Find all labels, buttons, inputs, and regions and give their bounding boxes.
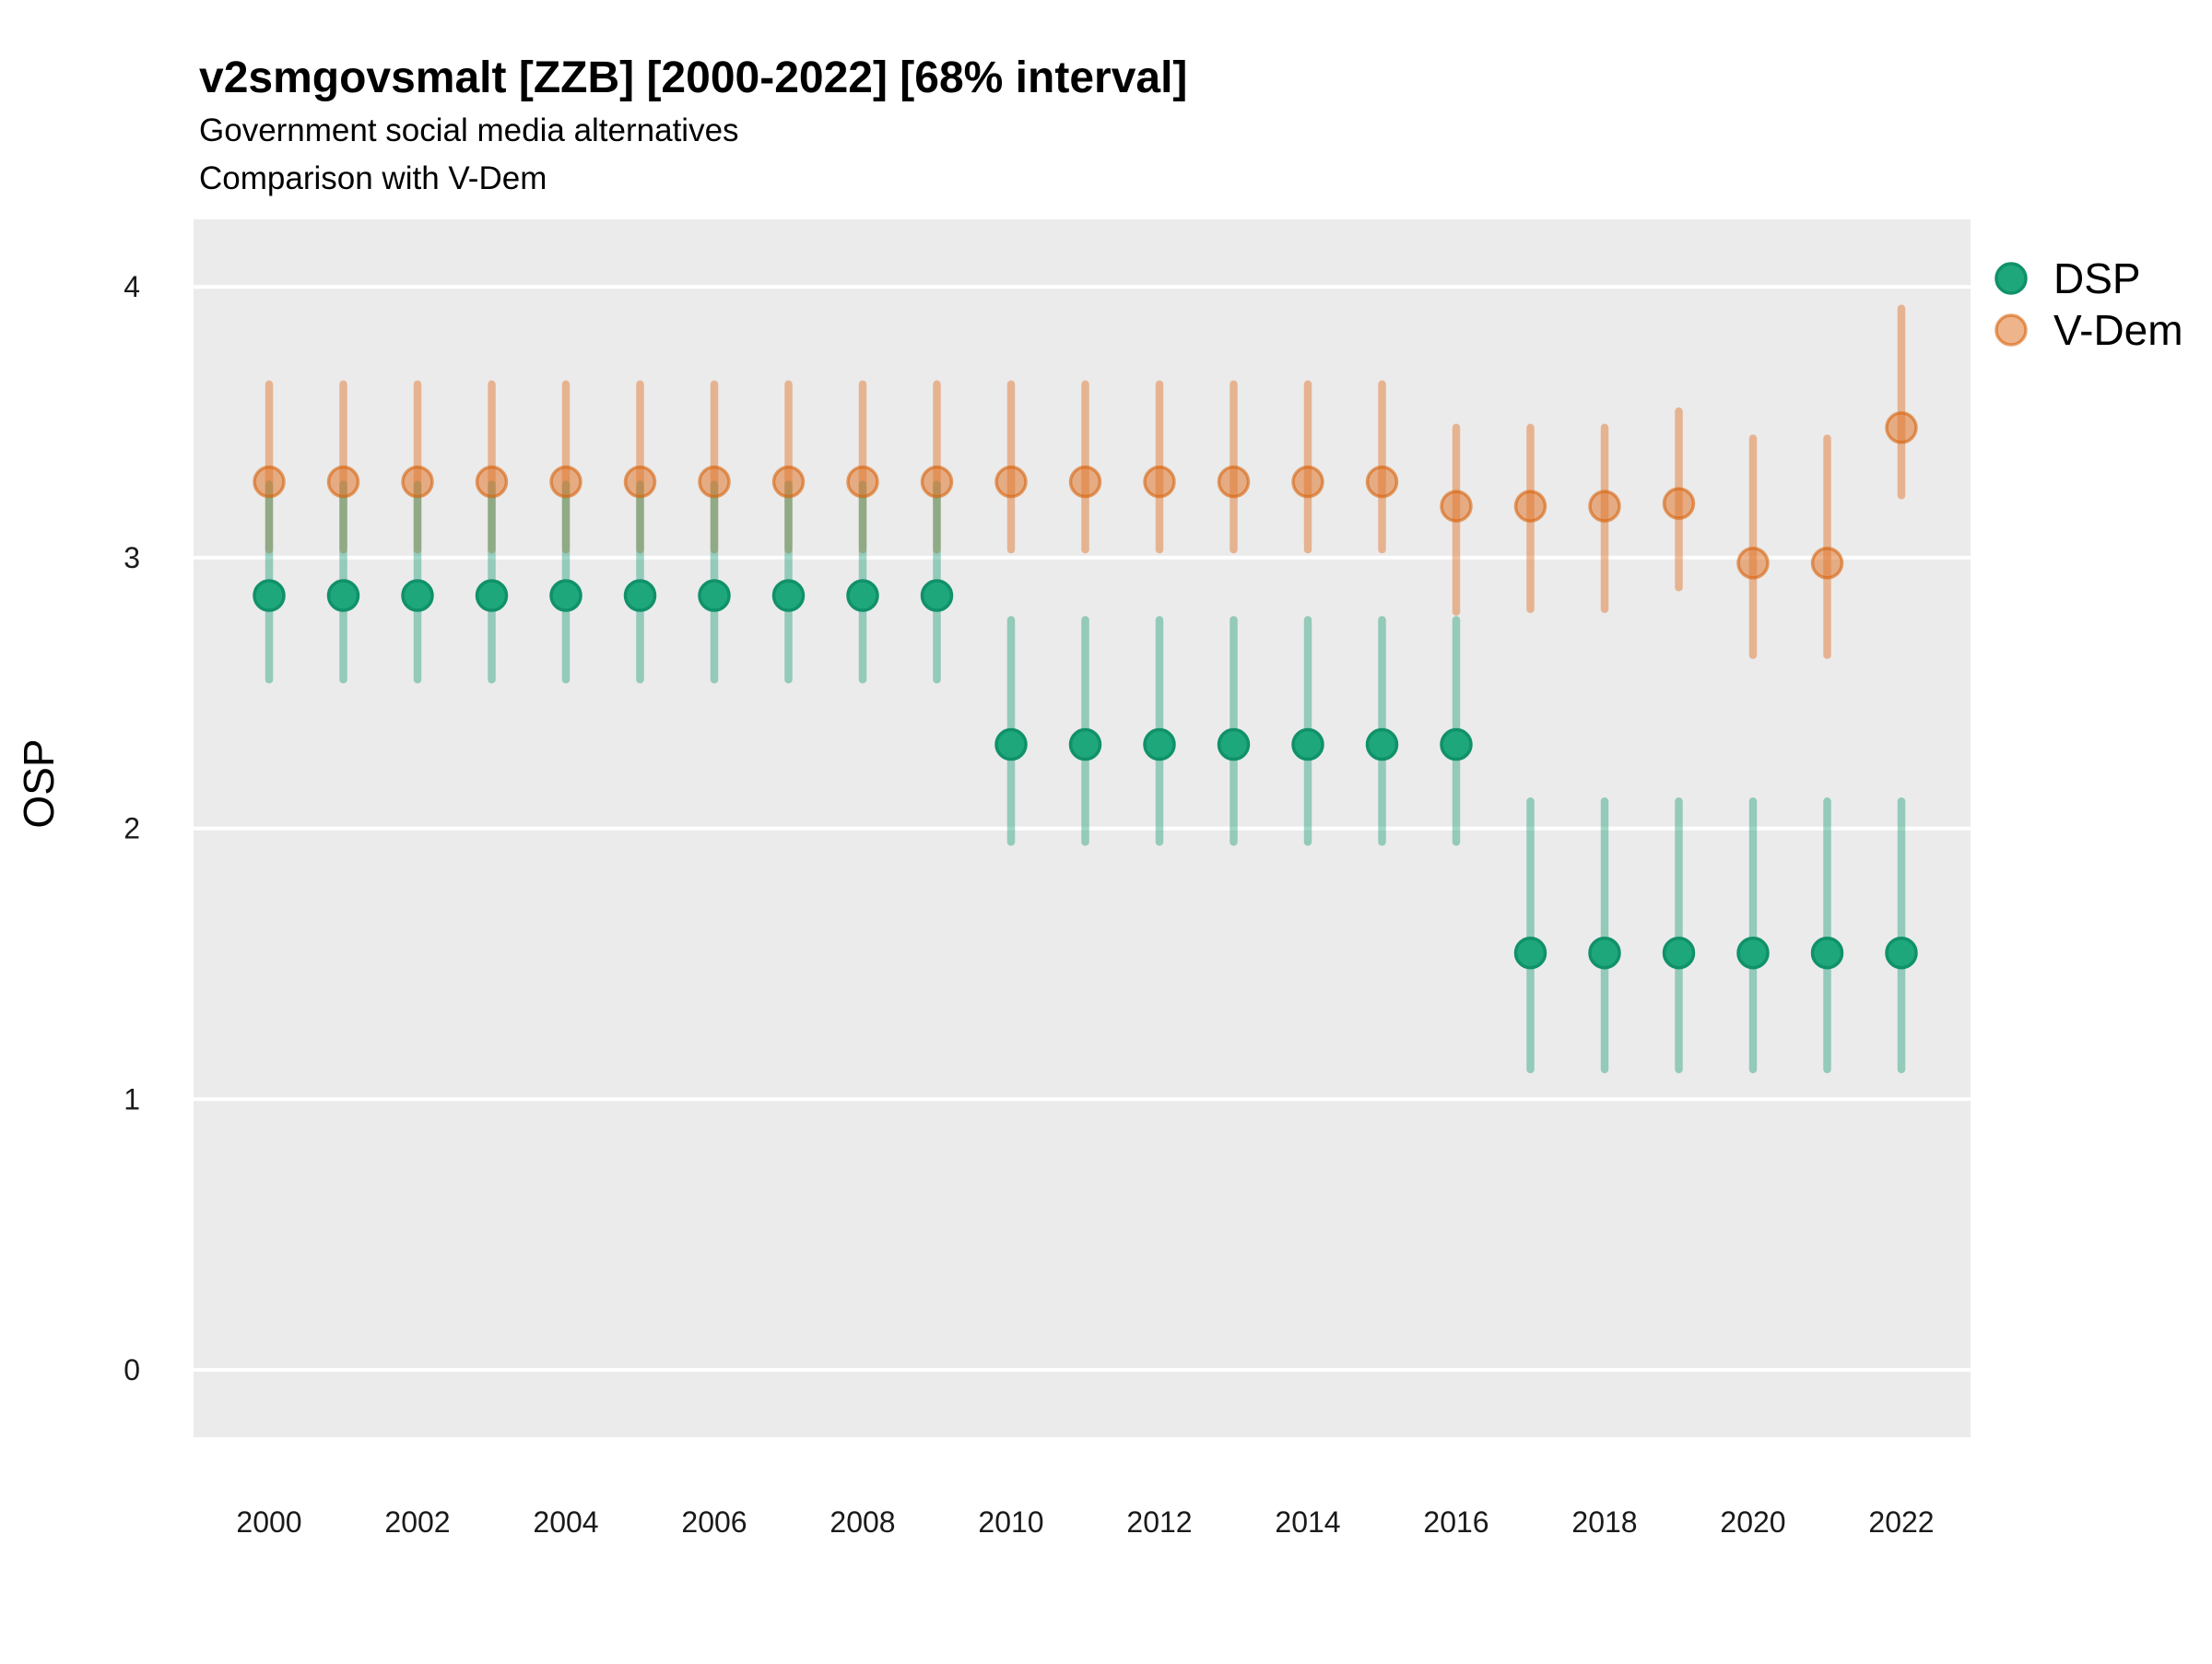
dsp-point-2006 xyxy=(698,579,731,612)
x-tick-label-2010: 2010 xyxy=(978,1505,1043,1539)
v-dem-point-2010 xyxy=(994,465,1028,499)
v-dem-point-2008 xyxy=(846,465,879,499)
x-tick-label-2020: 2020 xyxy=(1720,1505,1785,1539)
series-dsp-points xyxy=(253,579,1918,970)
legend: DSP V-Dem xyxy=(1994,254,2183,354)
y-axis-title: OSP xyxy=(15,738,63,828)
dsp-point-2010 xyxy=(994,727,1028,761)
x-tick-label-2008: 2008 xyxy=(830,1505,895,1539)
dsp-point-2021 xyxy=(1810,936,1844,970)
v-dem-point-2017 xyxy=(1513,490,1547,523)
legend-vdem-marker-icon xyxy=(1994,313,2028,347)
dsp-point-2017 xyxy=(1513,936,1547,970)
v-dem-point-2006 xyxy=(698,465,731,499)
dsp-point-2019 xyxy=(1662,936,1696,970)
x-tick-label-2004: 2004 xyxy=(533,1505,598,1539)
y-tick-label-0: 0 xyxy=(124,1353,140,1387)
v-dem-point-2009 xyxy=(920,465,954,499)
dsp-point-2018 xyxy=(1588,936,1621,970)
v-dem-point-2001 xyxy=(326,465,360,499)
x-tick-label-2018: 2018 xyxy=(1571,1505,1637,1539)
dsp-point-2002 xyxy=(401,579,434,612)
y-tick-label-1: 1 xyxy=(124,1082,140,1115)
dsp-point-2009 xyxy=(920,579,954,612)
legend-dsp-label: DSP xyxy=(2053,254,2141,302)
v-dem-point-2002 xyxy=(401,465,434,499)
x-tick-label-2014: 2014 xyxy=(1275,1505,1340,1539)
dsp-point-2011 xyxy=(1068,727,1102,761)
dsp-point-2005 xyxy=(623,579,657,612)
v-dem-point-2020 xyxy=(1736,547,1770,580)
x-axis-labels: 2000 2002 2004 2006 2008 2010 2012 2014 2016 2018… xyxy=(236,1505,1934,1539)
v-dem-point-2005 xyxy=(623,465,657,499)
v-dem-point-2011 xyxy=(1068,465,1102,499)
dsp-point-2008 xyxy=(846,579,879,612)
x-tick-label-2000: 2000 xyxy=(236,1505,301,1539)
v-dem-point-2012 xyxy=(1143,465,1176,499)
dsp-point-2001 xyxy=(326,579,360,612)
chart-subtitle-line2: Comparison with V-Dem xyxy=(199,160,547,196)
dsp-point-2014 xyxy=(1291,727,1324,761)
dsp-point-2022 xyxy=(1885,936,1918,970)
x-tick-label-2022: 2022 xyxy=(1868,1505,1934,1539)
dsp-point-2003 xyxy=(475,579,509,612)
v-dem-point-2016 xyxy=(1440,490,1473,523)
v-dem-point-2004 xyxy=(549,465,582,499)
y-tick-label-3: 3 xyxy=(124,541,140,574)
dsp-point-2000 xyxy=(253,579,286,612)
dsp-point-2013 xyxy=(1217,727,1251,761)
legend-vdem-label: V-Dem xyxy=(2053,306,2183,354)
dsp-point-2020 xyxy=(1736,936,1770,970)
v-dem-point-2019 xyxy=(1662,487,1696,520)
dsp-point-2004 xyxy=(549,579,582,612)
series-vdem-points xyxy=(253,411,1918,580)
chart-subtitle-line1: Government social media alternatives xyxy=(199,112,739,148)
x-tick-label-2016: 2016 xyxy=(1423,1505,1488,1539)
v-dem-point-2013 xyxy=(1217,465,1251,499)
gridlines xyxy=(194,285,1971,1372)
v-dem-point-2003 xyxy=(475,465,509,499)
chart-title: v2smgovsmalt [ZZB] [2000-2022] [68% inte… xyxy=(199,53,1187,102)
dsp-point-2015 xyxy=(1365,727,1399,761)
y-tick-label-2: 2 xyxy=(124,812,140,845)
x-tick-label-2006: 2006 xyxy=(681,1505,747,1539)
dsp-point-2016 xyxy=(1440,727,1473,761)
v-dem-point-2000 xyxy=(253,465,286,499)
v-dem-point-2021 xyxy=(1810,547,1844,580)
v-dem-point-2018 xyxy=(1588,490,1621,523)
y-axis-labels: 4 3 2 1 0 xyxy=(124,270,140,1387)
v-dem-point-2015 xyxy=(1365,465,1399,499)
legend-dsp-marker-icon xyxy=(1994,262,2028,295)
x-tick-label-2012: 2012 xyxy=(1126,1505,1192,1539)
y-tick-label-4: 4 xyxy=(124,270,140,303)
v-dem-point-2014 xyxy=(1291,465,1324,499)
v-dem-point-2022 xyxy=(1885,411,1918,444)
x-tick-label-2002: 2002 xyxy=(384,1505,450,1539)
dsp-point-2012 xyxy=(1143,727,1176,761)
dsp-point-2007 xyxy=(771,579,806,612)
v-dem-point-2007 xyxy=(771,465,806,499)
